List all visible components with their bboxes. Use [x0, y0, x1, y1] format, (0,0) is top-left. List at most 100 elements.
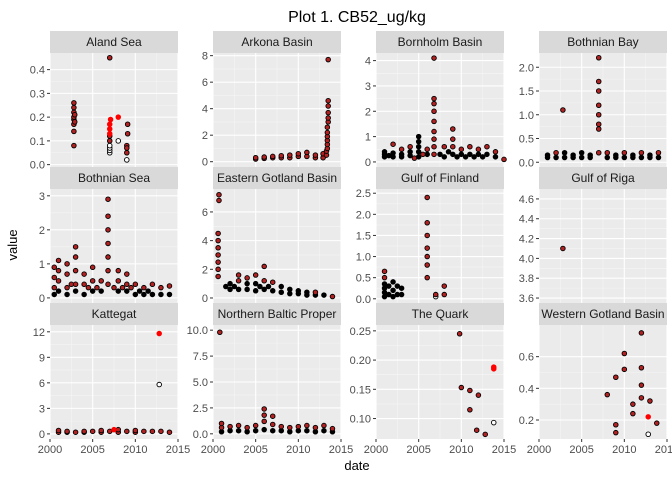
data-point: [431, 136, 437, 142]
data-point: [544, 152, 551, 158]
data-point: [235, 422, 242, 429]
data-point: [252, 427, 259, 434]
data-point: [244, 424, 250, 431]
data-point: [570, 152, 576, 158]
data-point: [454, 154, 460, 160]
data-point: [325, 115, 331, 121]
data-point: [431, 128, 437, 135]
y-tick-label: 0.4: [519, 383, 534, 395]
facet-strip: [213, 303, 341, 325]
data-point: [105, 254, 111, 260]
data-point: [71, 128, 77, 135]
data-point: [484, 151, 490, 158]
data-point: [325, 56, 331, 63]
y-tick-label: 0.5: [519, 134, 534, 146]
data-point: [441, 154, 448, 160]
data-point: [595, 111, 602, 118]
data-point: [98, 278, 104, 284]
data-point: [424, 146, 430, 153]
facet-label: Arkona Basin: [241, 35, 312, 49]
data-point: [467, 151, 473, 158]
data-point: [431, 55, 437, 61]
data-point: [325, 103, 331, 109]
data-point: [595, 126, 602, 132]
y-tick-label: 3: [39, 191, 45, 203]
y-tick-label: 4.6: [519, 194, 534, 206]
panel-bothnian-bay: Bothnian Bay 0.0 0.5 1.0 1.5 2.0: [519, 31, 668, 169]
data-point: [55, 278, 62, 284]
facet-strip: [376, 31, 504, 53]
data-point: [411, 155, 418, 161]
data-point: [312, 424, 319, 431]
data-point: [81, 281, 87, 288]
data-point: [560, 107, 566, 113]
data-point: [106, 126, 113, 132]
data-point: [415, 138, 422, 145]
data-point: [390, 287, 396, 294]
data-point: [287, 424, 293, 431]
data-point: [261, 263, 267, 270]
x-tick-label: 2005: [406, 444, 430, 456]
data-point: [621, 154, 628, 161]
data-point: [105, 267, 111, 274]
data-point: [55, 267, 62, 274]
data-point: [613, 152, 619, 158]
data-point: [398, 285, 405, 291]
data-point: [473, 427, 480, 433]
y-tick-label: 1.5: [356, 230, 371, 242]
data-point: [149, 291, 156, 298]
data-point: [115, 267, 122, 274]
data-point: [166, 429, 173, 435]
facet-strip: [213, 167, 341, 189]
data-point: [638, 154, 645, 161]
data-point: [647, 398, 653, 404]
data-point: [475, 151, 482, 158]
data-point: [261, 418, 267, 425]
data-point: [467, 407, 473, 413]
data-point: [638, 395, 645, 401]
data-point: [136, 288, 143, 294]
data-point: [390, 293, 396, 300]
data-point: [424, 194, 430, 201]
data-point: [156, 330, 162, 337]
facet-label: Gulf of Riga: [571, 171, 635, 185]
y-tick-label: 6: [202, 207, 208, 219]
data-point: [124, 121, 131, 127]
data-point: [390, 141, 396, 147]
y-tick-label: 0: [202, 157, 208, 169]
data-point: [81, 271, 87, 277]
panel-bothnian-sea: Bothnian Sea 0 1 2 3: [39, 167, 179, 305]
y-tick-label: 4.0: [519, 253, 534, 265]
data-point: [81, 291, 87, 298]
data-point: [578, 149, 585, 156]
data-point: [630, 152, 636, 158]
data-point: [215, 252, 221, 258]
data-point: [244, 275, 250, 281]
x-tick-label: 2015: [329, 444, 353, 456]
y-tick-label: 0: [202, 293, 208, 305]
data-point: [381, 281, 388, 287]
data-point: [304, 422, 310, 429]
data-point: [458, 146, 465, 153]
data-point: [235, 272, 242, 278]
x-tick-label: 2010: [612, 444, 636, 456]
data-point: [158, 291, 164, 298]
y-tick-label: 0.3: [30, 88, 45, 100]
facet-label: Bothnian Bay: [567, 35, 638, 49]
data-point: [560, 245, 566, 252]
y-tick-label: 1.0: [356, 252, 371, 264]
data-point: [235, 278, 242, 284]
y-tick-label: 0.0: [193, 429, 208, 441]
y-tick-label: 4.2: [519, 234, 534, 246]
data-point: [386, 283, 392, 289]
data-point: [98, 288, 104, 294]
data-point: [106, 138, 113, 144]
data-point: [553, 154, 559, 161]
y-tick-label: 9: [39, 352, 45, 364]
y-tick-label: 0.25: [350, 326, 371, 338]
data-point: [491, 364, 497, 370]
x-tick-label: 2005: [243, 444, 267, 456]
data-point: [261, 278, 267, 284]
facet-label: Aland Sea: [86, 35, 142, 49]
data-point: [105, 240, 111, 247]
